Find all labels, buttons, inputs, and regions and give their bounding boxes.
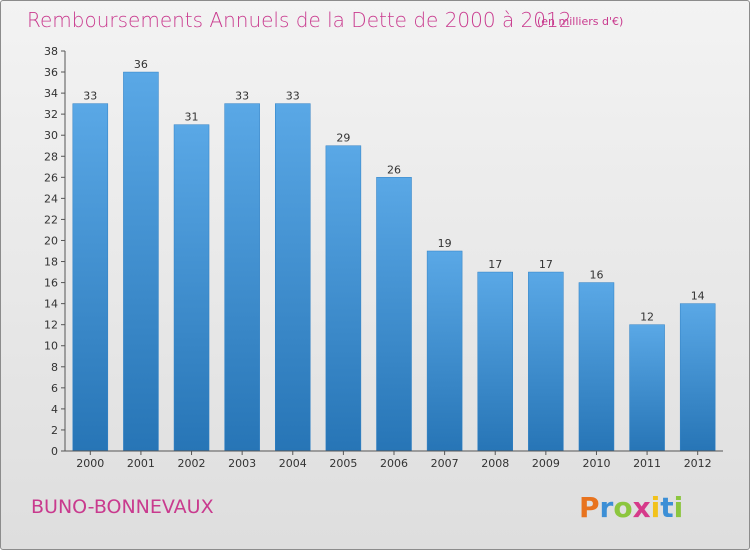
bar-2011	[629, 324, 665, 452]
x-tick-label: 2006	[380, 457, 408, 470]
proxiti-logo: Proxiti	[579, 491, 683, 524]
commune-name: BUNO-BONNEVAUX	[31, 496, 214, 518]
y-tick-label: 24	[44, 192, 58, 205]
bar-2009	[528, 271, 564, 452]
x-tick-label: 2007	[431, 457, 459, 470]
y-tick-label: 18	[44, 256, 58, 269]
y-tick-label: 28	[44, 150, 58, 163]
y-tick-label: 20	[44, 234, 58, 247]
y-tick-label: 10	[44, 340, 58, 353]
x-tick-label: 2001	[127, 457, 155, 470]
bar-2001	[123, 71, 159, 452]
x-axis: 2000 2001 2002 2003 2004 2005 2006 2007 2008 2009…	[65, 450, 723, 470]
y-tick-label: 34	[44, 87, 58, 100]
x-tick-label: 2008	[481, 457, 509, 470]
y-tick-label: 38	[44, 45, 58, 58]
x-tick-label: 2000	[76, 457, 104, 470]
value-label: 29	[336, 132, 350, 145]
bar-2007	[426, 250, 463, 452]
bars-group: 33 36 31 33 33 29 26 19 17 17 16 12 14	[72, 58, 716, 452]
y-tick-label: 2	[51, 424, 58, 437]
x-tick-label: 2005	[329, 457, 357, 470]
x-tick-label: 2010	[582, 457, 610, 470]
bar-2003	[224, 103, 260, 452]
x-tick-label: 2003	[228, 457, 256, 470]
value-label: 12	[640, 311, 654, 324]
value-label: 33	[235, 90, 249, 103]
value-label: 19	[438, 237, 452, 250]
value-label: 17	[488, 258, 502, 271]
bar-2010	[578, 282, 615, 452]
chart-subtitle: (en milliers d'€)	[537, 15, 624, 28]
bar-2012	[679, 303, 716, 452]
x-tick-label: 2011	[633, 457, 661, 470]
value-label: 33	[286, 90, 300, 103]
x-tick-label: 2004	[279, 457, 307, 470]
value-label: 36	[134, 58, 148, 71]
y-tick-label: 22	[44, 213, 58, 226]
svg-text:Proxiti: Proxiti	[579, 491, 683, 524]
y-tick-label: 12	[44, 319, 58, 332]
x-tick-label: 2009	[532, 457, 560, 470]
x-tick-label: 2012	[684, 457, 712, 470]
y-tick-label: 36	[44, 66, 58, 79]
bar-2004	[275, 103, 311, 452]
y-tick-label: 8	[51, 361, 58, 374]
value-label: 17	[539, 258, 553, 271]
y-tick-label: 0	[51, 445, 58, 458]
bar-2002	[173, 124, 210, 452]
value-label: 14	[691, 290, 705, 303]
y-tick-label: 30	[44, 129, 58, 142]
y-tick-label: 14	[44, 298, 58, 311]
value-label: 26	[387, 163, 401, 176]
bar-2000	[72, 103, 109, 452]
chart-title: Remboursements Annuels de la Dette de 20…	[27, 8, 572, 32]
value-label: 33	[83, 90, 97, 103]
y-tick-label: 32	[44, 108, 58, 121]
y-tick-label: 6	[51, 382, 58, 395]
x-tick-label: 2002	[178, 457, 206, 470]
bar-2008	[477, 271, 513, 452]
value-label: 31	[185, 111, 199, 124]
y-tick-label: 26	[44, 171, 58, 184]
bar-2005	[325, 145, 362, 452]
y-tick-label: 4	[51, 403, 58, 416]
y-tick-label: 16	[44, 277, 58, 290]
value-label: 16	[589, 269, 603, 282]
bar-2006	[376, 177, 412, 452]
